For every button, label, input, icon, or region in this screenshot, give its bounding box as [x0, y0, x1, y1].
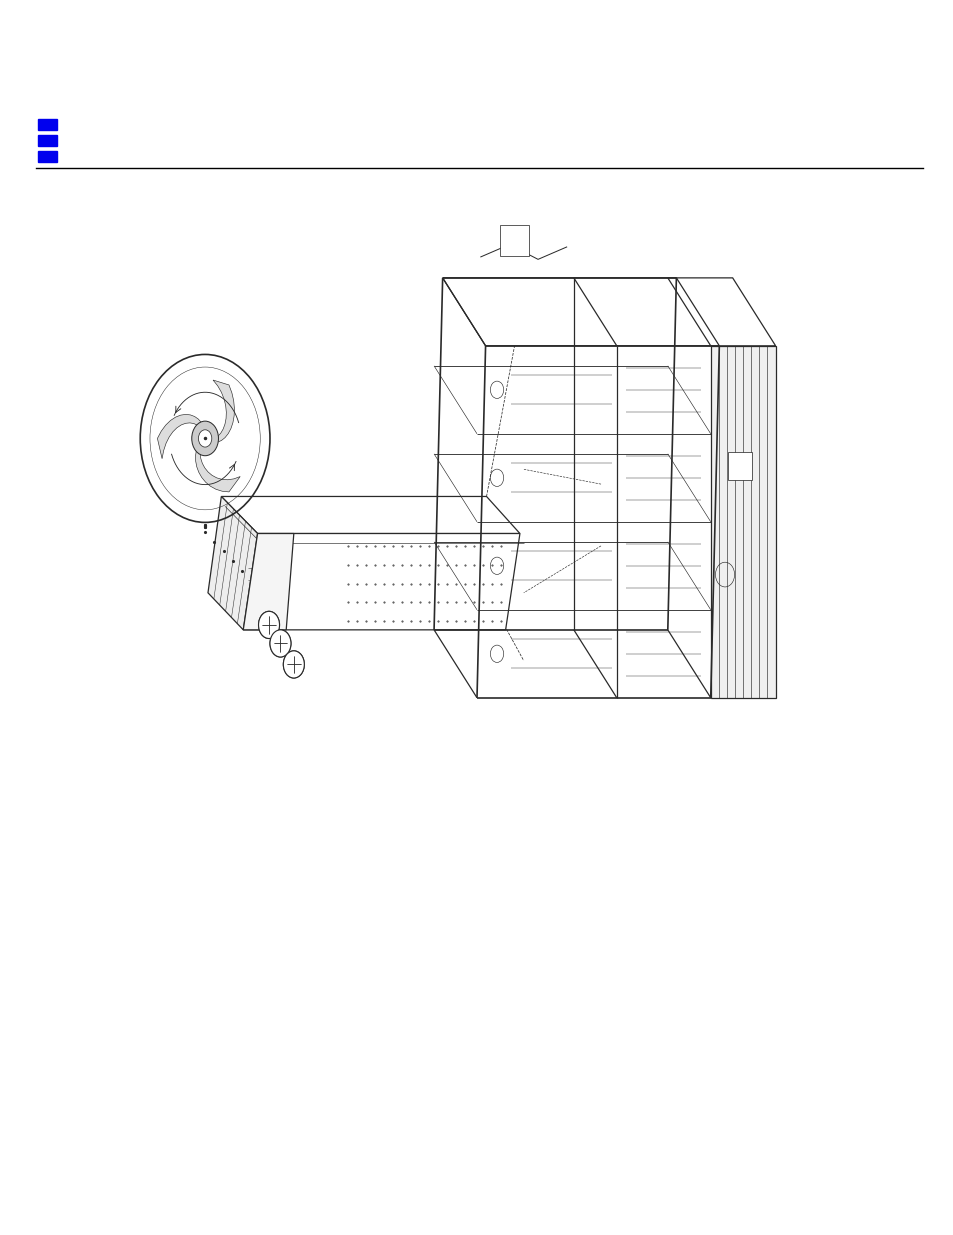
Polygon shape	[213, 380, 234, 442]
Polygon shape	[499, 225, 528, 256]
Polygon shape	[727, 452, 751, 479]
Polygon shape	[667, 278, 775, 346]
Circle shape	[258, 611, 279, 638]
Polygon shape	[442, 278, 719, 346]
Polygon shape	[243, 534, 519, 630]
Circle shape	[270, 630, 291, 657]
Polygon shape	[208, 496, 257, 630]
Polygon shape	[221, 496, 519, 534]
Polygon shape	[243, 534, 294, 630]
Bar	[38, 119, 57, 130]
Circle shape	[283, 651, 304, 678]
Polygon shape	[442, 278, 719, 346]
Circle shape	[283, 651, 304, 678]
Bar	[38, 151, 57, 162]
Circle shape	[270, 630, 291, 657]
Polygon shape	[710, 346, 775, 698]
Circle shape	[198, 430, 212, 447]
Polygon shape	[195, 446, 240, 492]
Bar	[38, 135, 57, 146]
Circle shape	[258, 611, 279, 638]
Circle shape	[192, 421, 218, 456]
Polygon shape	[157, 415, 203, 458]
